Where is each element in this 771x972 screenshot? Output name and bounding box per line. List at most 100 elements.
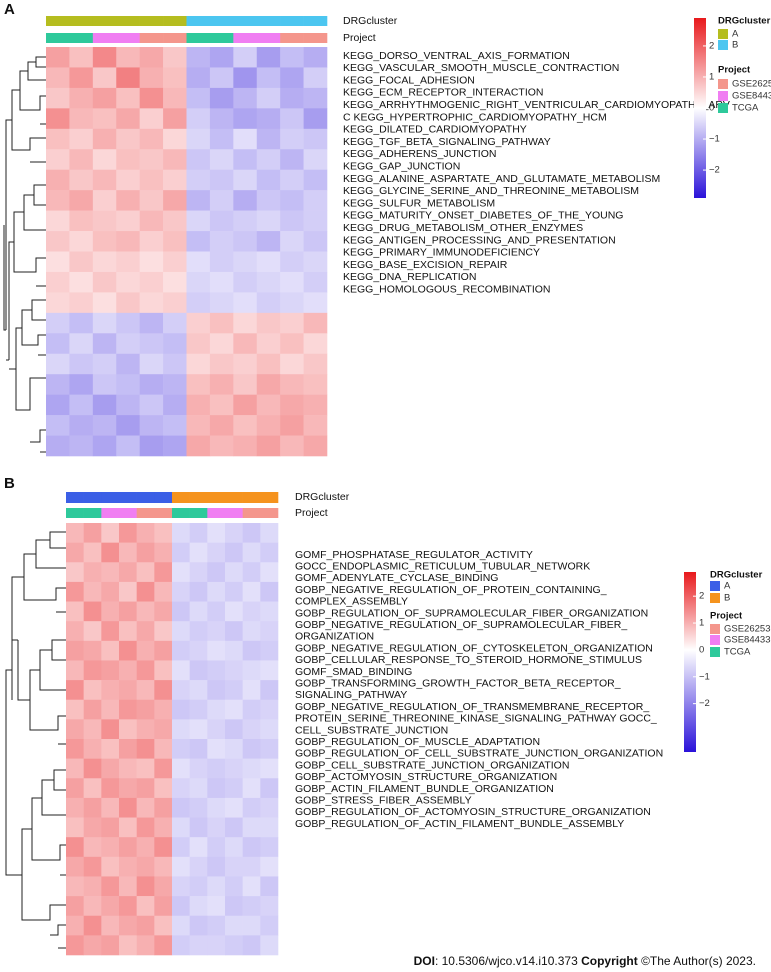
heatmap-cell: [303, 87, 328, 109]
legend-swatch: [718, 40, 728, 50]
heatmap-cell: [139, 333, 164, 355]
heatmap-cell: [225, 876, 243, 897]
heatmap-cell: [172, 817, 190, 838]
legend-label: TCGA: [724, 647, 751, 658]
heatmap-cell: [172, 699, 190, 720]
heatmap-cell: [242, 562, 261, 583]
heatmap-cell: [242, 542, 261, 563]
heatmap-cell: [256, 169, 281, 191]
heatmap-cell: [119, 935, 137, 956]
heatmap-cell: [46, 67, 70, 89]
heatmap-cell: [207, 837, 226, 858]
heatmap-cell: [154, 699, 173, 720]
heatmap-cell: [92, 251, 117, 273]
heatmap-cell: [66, 739, 84, 759]
heatmap-cell: [83, 797, 102, 818]
heatmap-cell: [256, 190, 281, 211]
heatmap-cell: [154, 797, 173, 818]
colorbar-tick-label: −1: [699, 671, 710, 682]
heatmap-cell: [256, 312, 281, 334]
heatmap-cell: [209, 190, 234, 211]
heatmap-cell: [154, 935, 173, 956]
heatmap-cell: [233, 251, 258, 273]
legend-swatch: [718, 91, 728, 101]
heatmap-cell: [189, 778, 208, 799]
row-label: KEGG_DRUG_METABOLISM_OTHER_ENZYMES: [343, 222, 583, 234]
cluster-annotation: [119, 492, 137, 503]
heatmap-cell: [186, 394, 211, 416]
heatmap-cell: [225, 758, 243, 779]
legend-label: A: [724, 581, 731, 592]
heatmap-cell: [189, 837, 208, 858]
heatmap-cell: [186, 47, 211, 68]
legend-label: B: [724, 593, 730, 604]
heatmap-cell: [139, 67, 164, 89]
heatmap-cell: [83, 601, 102, 622]
heatmap-cell: [303, 190, 328, 211]
heatmap-cell: [119, 856, 137, 877]
heatmap-cell: [233, 231, 258, 252]
heatmap-cell: [256, 47, 281, 68]
cluster-annotation: [69, 16, 94, 26]
heatmap-cell: [186, 149, 211, 170]
heatmap-cell: [46, 353, 70, 375]
heatmap-cell: [207, 876, 226, 897]
heatmap-cell: [225, 896, 243, 917]
heatmap-cell: [163, 415, 187, 436]
row-label: GOBP_REGULATION_OF_ACTOMYOSIN_STRUCTURE_…: [295, 806, 651, 818]
heatmap-cell: [139, 251, 164, 273]
heatmap-cell: [242, 719, 261, 740]
colorbar-tick-label: 0: [709, 103, 714, 114]
heatmap-cell: [69, 149, 94, 170]
legend-title: Project: [710, 611, 743, 622]
heatmap-cell: [136, 542, 155, 563]
heatmap-cell: [154, 817, 173, 838]
cluster-annotation: [136, 492, 155, 503]
heatmap-cell: [233, 108, 258, 130]
heatmap-cell: [116, 108, 140, 130]
heatmap-cell: [303, 231, 328, 252]
heatmap-cell: [186, 415, 211, 436]
heatmap-cell: [233, 394, 258, 416]
heatmap-cell: [233, 190, 258, 211]
heatmap-cell: [136, 817, 155, 838]
heatmap-cell: [189, 699, 208, 720]
heatmap-cell: [83, 915, 102, 936]
heatmap-cell: [186, 169, 211, 191]
project-annotation: [260, 508, 279, 518]
heatmap-cell: [163, 67, 187, 89]
heatmap-cell: [92, 87, 117, 109]
row-label: GOBP_REGULATION_OF_MUSCLE_ADAPTATION: [295, 736, 540, 748]
heatmap-cell: [242, 797, 261, 818]
heatmap-cell: [242, 876, 261, 897]
heatmap-cell: [101, 837, 120, 858]
project-annotation: [66, 508, 84, 518]
heatmap-cell: [92, 67, 117, 89]
heatmap-cell: [209, 169, 234, 191]
colorbar-tick-label: 2: [699, 591, 704, 602]
heatmap-cell: [116, 149, 140, 170]
heatmap-cell: [242, 778, 261, 799]
heatmap-cell: [101, 719, 120, 740]
project-annotation: [163, 33, 187, 43]
heatmap-cell: [66, 601, 84, 622]
heatmap-cell: [233, 353, 258, 375]
heatmap-cell: [303, 435, 328, 457]
heatmap-cell: [189, 739, 208, 759]
project-annotation: [303, 33, 328, 43]
heatmap-cell: [189, 523, 208, 543]
heatmap-cell: [101, 856, 120, 877]
heatmap-cell: [69, 128, 94, 150]
legend-swatch: [710, 635, 720, 645]
heatmap-cell: [116, 190, 140, 211]
heatmap-cell: [154, 739, 173, 759]
heatmap-cell: [186, 292, 211, 314]
heatmap-cell: [69, 353, 94, 375]
row-label: PROTEIN_SERINE_THREONINE_KINASE_SIGNALIN…: [295, 713, 657, 725]
heatmap-cell: [242, 581, 261, 602]
cluster-annotation: [172, 492, 190, 503]
heatmap-cell: [139, 128, 164, 150]
heatmap-cell: [233, 292, 258, 314]
heatmap-cell: [83, 837, 102, 858]
heatmap-cell: [207, 856, 226, 877]
